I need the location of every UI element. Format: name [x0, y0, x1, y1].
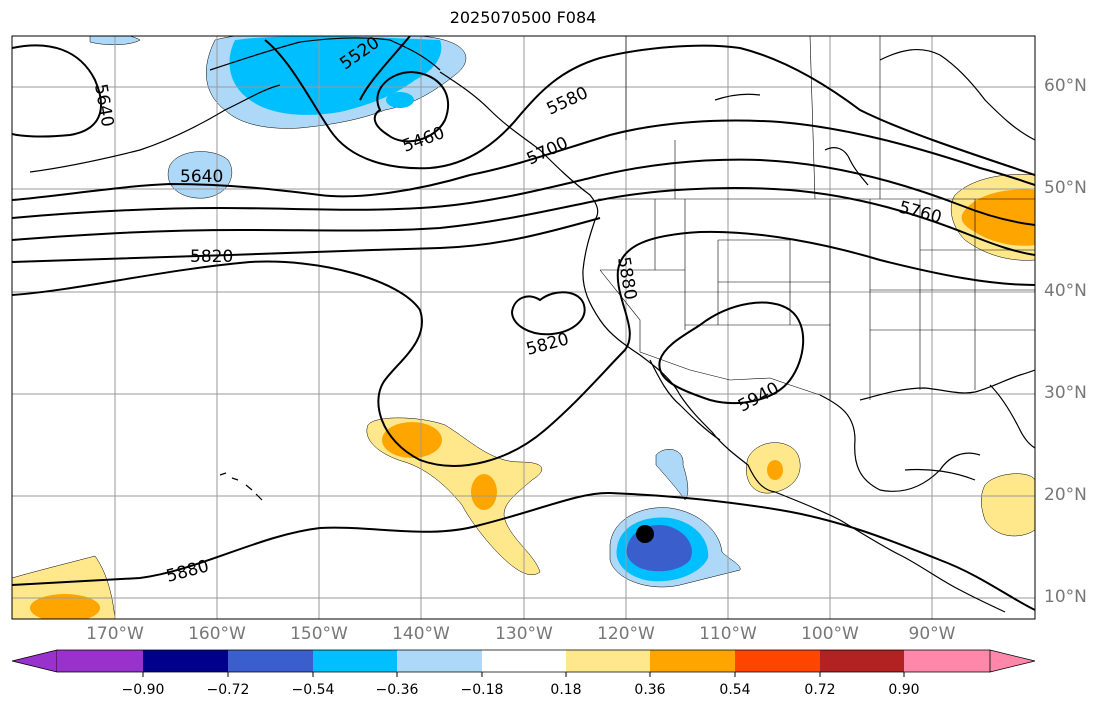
- contour-label: 5700: [524, 133, 572, 169]
- lon-label: 170°W: [86, 624, 144, 644]
- lat-label: 20°N: [1044, 485, 1087, 505]
- contour-label: 5880: [613, 255, 640, 301]
- lat-label: 30°N: [1044, 383, 1087, 403]
- colorbar-tick-label: −0.54: [291, 682, 335, 698]
- lon-label: 150°W: [290, 624, 348, 644]
- contour-label: 5460: [400, 123, 447, 157]
- contour-label: 5640: [180, 167, 223, 187]
- lon-label: 110°W: [699, 624, 757, 644]
- colorbar-tick-label: −0.36: [375, 682, 419, 698]
- storm-center-marker: [636, 525, 654, 543]
- coastlines: [29, 37, 1035, 613]
- borders: [598, 36, 1035, 400]
- lat-label: 40°N: [1044, 281, 1087, 301]
- contour-label: 5880: [164, 556, 211, 587]
- contour-label: 5820: [524, 329, 571, 360]
- colorbar: [11, 649, 1036, 677]
- colorbar-tick-label: 0.18: [550, 682, 582, 698]
- lat-label: 50°N: [1044, 178, 1087, 198]
- colorbar-tick-label: −0.72: [206, 682, 250, 698]
- colorbar-tick-label: −0.18: [460, 682, 504, 698]
- colorbar-tick-label: −0.90: [121, 682, 165, 698]
- height-contours: [12, 36, 1035, 611]
- contour-label: 5940: [735, 378, 783, 416]
- lon-label: 160°W: [188, 624, 246, 644]
- lat-label: 10°N: [1044, 587, 1087, 607]
- colorbar-tick-label: 0.36: [634, 682, 666, 698]
- colorbar-tick-label: 0.54: [719, 682, 751, 698]
- map-frame: [11, 35, 1036, 620]
- lon-label: 120°W: [597, 624, 655, 644]
- contour-label: 5580: [544, 83, 592, 119]
- lon-label: 140°W: [392, 624, 450, 644]
- lon-label: 90°W: [908, 624, 956, 644]
- contour-label: 5640: [90, 82, 117, 128]
- lon-label: 100°W: [801, 624, 859, 644]
- lon-label: 130°W: [495, 624, 553, 644]
- contour-label: 5820: [190, 247, 233, 267]
- colorbar-tick-label: 0.90: [888, 682, 920, 698]
- lat-label: 60°N: [1044, 76, 1087, 96]
- map-title: 2025070500 F084: [449, 8, 597, 27]
- colorbar-tick-label: 0.72: [804, 682, 836, 698]
